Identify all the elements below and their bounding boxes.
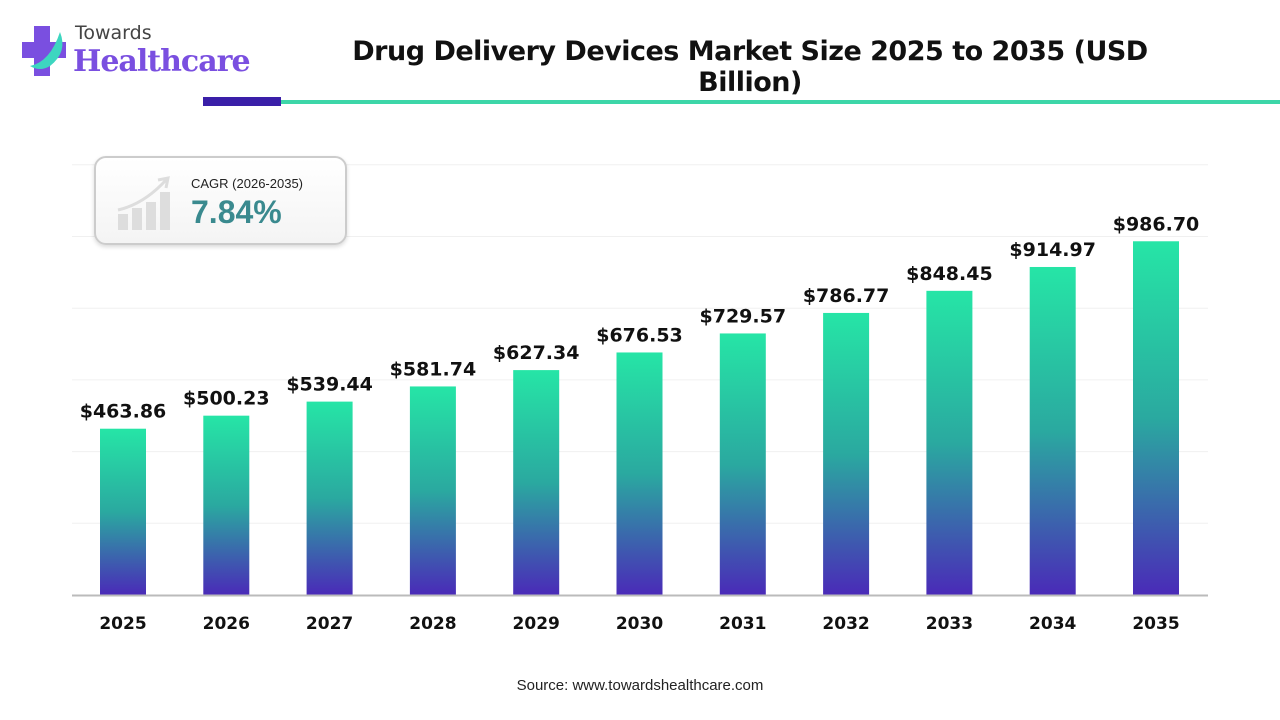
logo: Towards Healthcare xyxy=(20,22,251,82)
bar-2034 xyxy=(1029,266,1076,595)
bar-2035 xyxy=(1133,241,1179,595)
data-label: $581.74 xyxy=(390,358,477,380)
data-label: $786.77 xyxy=(803,285,890,307)
source-text: Source: www.towardshealthcare.com xyxy=(516,677,764,694)
x-tick-label: 2027 xyxy=(306,614,353,634)
bar-2032 xyxy=(823,312,870,595)
bar-2033 xyxy=(926,290,973,595)
data-label: $463.86 xyxy=(80,401,167,423)
growth-chart-icon xyxy=(117,176,170,230)
bar-2030 xyxy=(616,352,663,595)
logo-text-towards: Towards xyxy=(75,22,152,44)
title-underline-light xyxy=(281,100,1280,104)
bar-2029 xyxy=(513,370,560,595)
title-underline-dark xyxy=(203,97,281,106)
x-tick-label: 2033 xyxy=(926,614,973,634)
logo-text-healthcare: Healthcare xyxy=(73,44,251,79)
logo-cross-icon xyxy=(22,26,66,76)
bar-2031 xyxy=(719,333,766,595)
data-label: $500.23 xyxy=(183,388,270,410)
bar-2027 xyxy=(306,401,353,595)
cagr-value: 7.84% xyxy=(191,194,282,230)
x-tick-label: 2034 xyxy=(1029,614,1076,634)
data-label: $729.57 xyxy=(700,305,787,327)
x-tick-label: 2032 xyxy=(822,614,869,634)
data-label: $627.34 xyxy=(493,342,580,364)
data-label: $986.70 xyxy=(1113,213,1200,235)
x-tick-label: 2026 xyxy=(203,614,250,634)
data-label: $539.44 xyxy=(286,374,373,396)
x-tick-label: 2025 xyxy=(99,614,146,634)
bar-2026 xyxy=(203,415,250,595)
cagr-box: CAGR (2026-2035) 7.84% xyxy=(94,156,347,245)
data-label: $914.97 xyxy=(1009,239,1096,261)
x-tick-label: 2035 xyxy=(1132,614,1179,634)
x-tick-label: 2030 xyxy=(616,614,663,634)
x-tick-label: 2028 xyxy=(409,614,456,634)
bar-2025 xyxy=(100,428,146,595)
data-label: $848.45 xyxy=(906,263,993,285)
x-tick-label: 2029 xyxy=(513,614,560,634)
x-tick-label: 2031 xyxy=(719,614,766,634)
chart-title: Drug Delivery Devices Market Size 2025 t… xyxy=(352,36,1148,98)
cagr-label: CAGR (2026-2035) xyxy=(191,176,303,191)
data-label: $676.53 xyxy=(596,324,683,346)
bar-2028 xyxy=(409,386,456,595)
